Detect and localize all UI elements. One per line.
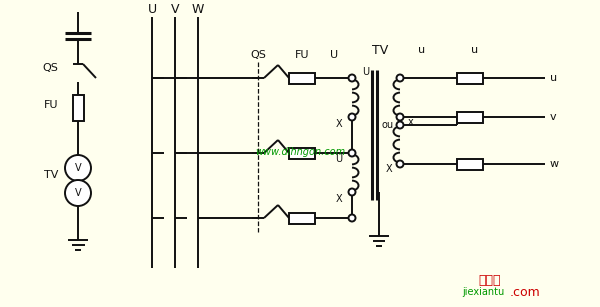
Bar	[289, 72, 315, 84]
Bar	[289, 212, 315, 223]
Text: W: W	[192, 2, 204, 15]
Text: TV: TV	[44, 170, 58, 180]
Text: X: X	[385, 164, 392, 174]
Text: V: V	[74, 163, 82, 173]
Text: u: u	[472, 45, 479, 55]
Text: QS: QS	[42, 63, 58, 73]
Text: jiexiantu: jiexiantu	[462, 287, 504, 297]
Circle shape	[349, 215, 355, 221]
Circle shape	[65, 180, 91, 206]
Circle shape	[349, 188, 355, 196]
Text: U: U	[362, 67, 369, 77]
Text: w: w	[550, 159, 559, 169]
Circle shape	[349, 114, 355, 121]
Text: V: V	[74, 188, 82, 198]
Text: U: U	[330, 50, 338, 60]
Bar	[457, 72, 483, 84]
Text: x: x	[408, 117, 414, 127]
Circle shape	[349, 75, 355, 81]
Bar	[457, 158, 483, 169]
Circle shape	[65, 155, 91, 181]
Bar	[457, 111, 483, 122]
Text: u: u	[418, 45, 425, 55]
Text: ou: ou	[382, 120, 394, 130]
Text: u: u	[550, 73, 557, 83]
Circle shape	[397, 122, 404, 129]
Text: QS: QS	[250, 50, 266, 60]
Text: FU: FU	[295, 50, 309, 60]
Circle shape	[397, 114, 404, 121]
Text: TV: TV	[372, 44, 388, 56]
Text: FU: FU	[44, 100, 58, 110]
Text: V: V	[171, 2, 179, 15]
Text: X: X	[335, 194, 342, 204]
Bar	[73, 95, 83, 121]
Circle shape	[349, 150, 355, 157]
Circle shape	[397, 75, 404, 81]
Text: v: v	[550, 112, 557, 122]
Text: .com: .com	[510, 286, 541, 298]
Text: U: U	[335, 154, 342, 164]
Text: X: X	[335, 119, 342, 129]
Circle shape	[397, 161, 404, 168]
Bar	[289, 147, 315, 158]
Text: U: U	[148, 2, 157, 15]
Text: www.dlhngon.com: www.dlhngon.com	[255, 147, 345, 157]
Text: 接线图: 接线图	[478, 274, 500, 286]
